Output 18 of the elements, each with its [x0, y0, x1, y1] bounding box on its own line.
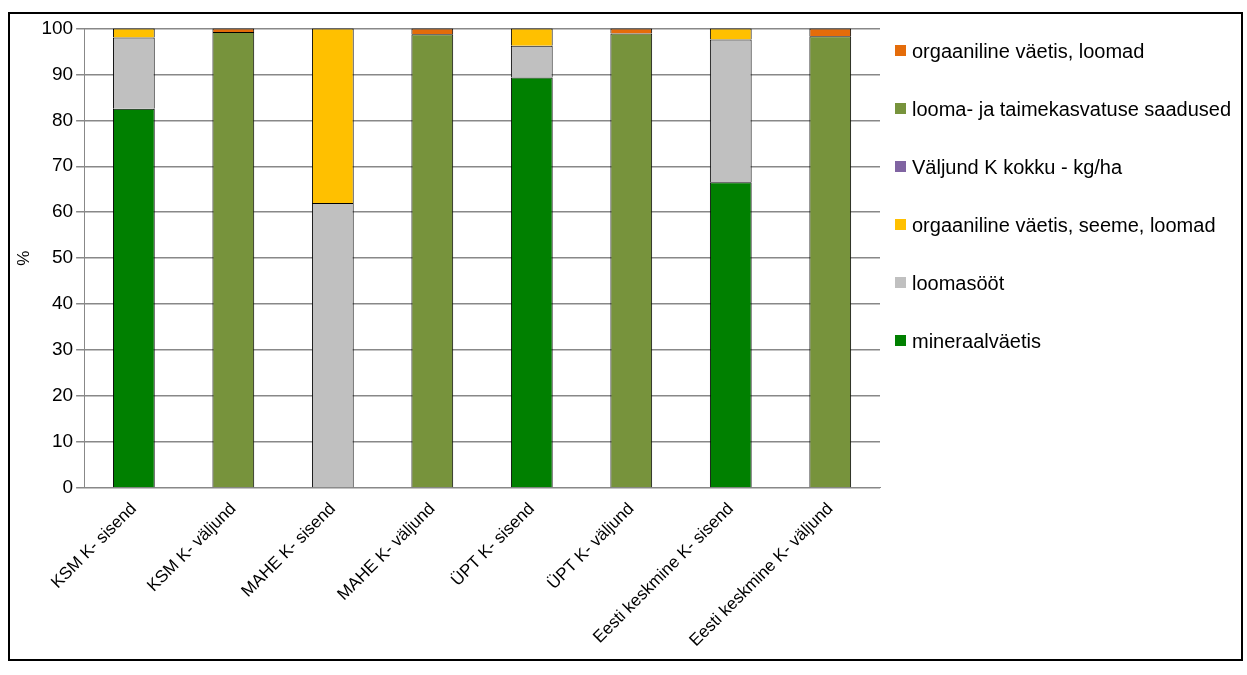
y-axis-title: % [13, 250, 33, 266]
legend-label: orgaaniline väetis, seeme, loomad [912, 213, 1216, 238]
y-tick-label: 90 [51, 62, 74, 84]
legend-label: looma- ja taimekasvatuse saadused [912, 97, 1232, 122]
y-tick-label: 40 [51, 292, 74, 314]
y-tick-label: 30 [51, 338, 74, 360]
y-tick-label: 70 [51, 154, 74, 176]
y-tick-label: 0 [62, 476, 74, 498]
legend-label: loomasööt [912, 271, 1005, 296]
y-tick-label: 50 [51, 246, 74, 268]
y-tick-label: 20 [51, 384, 74, 406]
y-tick-label: 60 [51, 200, 74, 222]
legend-label: Väljund K kokku - kg/ha [912, 155, 1123, 180]
y-tick-label: 100 [41, 16, 74, 38]
legend-label: orgaaniline väetis, loomad [912, 39, 1145, 64]
legend-label: mineraalväetis [912, 329, 1041, 354]
y-tick-label: 80 [51, 108, 74, 130]
y-tick-label: 10 [51, 430, 74, 452]
